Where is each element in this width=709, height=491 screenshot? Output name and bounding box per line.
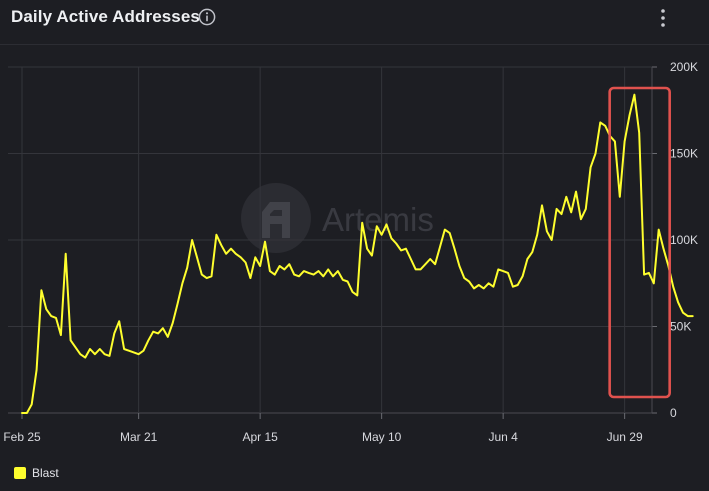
y-tick-label: 0 xyxy=(670,406,677,420)
chart-title: Daily Active Addresses xyxy=(11,7,200,26)
legend-label: Blast xyxy=(32,466,59,480)
kebab-menu-icon[interactable] xyxy=(654,7,672,29)
x-tick-label: Jun 4 xyxy=(488,430,518,444)
series-line-blast xyxy=(21,93,694,414)
legend-item-blast[interactable]: Blast xyxy=(14,465,59,481)
artemis-logo-icon xyxy=(241,183,311,253)
y-tick-label: 150K xyxy=(670,147,698,161)
x-tick-label: Mar 21 xyxy=(120,430,158,444)
chart-header: Daily Active Addresses xyxy=(0,0,709,45)
highlight-box xyxy=(608,86,671,399)
y-tick-label: 50K xyxy=(670,320,691,334)
legend-swatch xyxy=(14,467,26,479)
watermark: Artemis xyxy=(241,183,434,253)
x-tick-label: Apr 15 xyxy=(242,430,278,444)
y-tick-label: 100K xyxy=(670,233,698,247)
grid xyxy=(8,66,652,414)
info-icon[interactable] xyxy=(198,8,216,26)
x-tick-label: Feb 25 xyxy=(3,430,41,444)
series-layer xyxy=(21,93,694,414)
highlight-layer xyxy=(608,86,671,399)
x-tick-label: Jun 29 xyxy=(607,430,643,444)
x-tick-label: May 10 xyxy=(362,430,402,444)
watermark-text: Artemis xyxy=(322,201,434,238)
y-tick-label: 200K xyxy=(670,60,698,74)
axes: 0 50K 100K 150K 200K Feb 25 Mar 21 Apr 15 May 10… xyxy=(3,60,698,444)
